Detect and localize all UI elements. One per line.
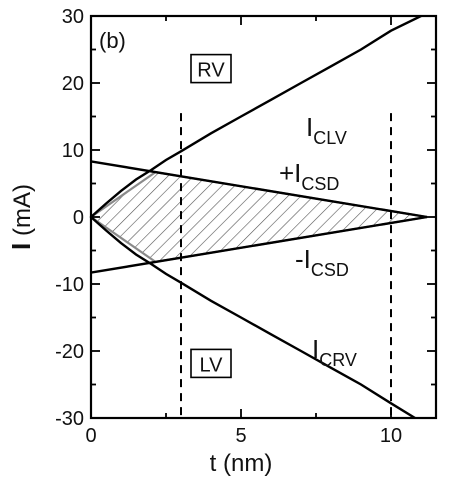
x-tick-label: 10 [380,425,402,447]
y-axis-title-unit: (mA) [9,184,36,243]
series-label-1: ICRV [312,334,357,370]
y-tick-label: -10 [55,274,84,296]
series-label-sub: CLV [313,128,347,148]
series-label-3: -ICSD [295,244,349,280]
series-line-1 [91,216,416,418]
region-box-0 [190,53,232,84]
series-line-0 [91,16,422,218]
region-label-0: RV [197,60,225,82]
y-axis-title: I (mA) [6,184,36,250]
series-label-main: +I [279,158,301,188]
y-tick-label: 20 [62,73,84,95]
series-label-main: I [312,334,319,364]
series-line-2 [91,160,428,219]
y-tick-label: -30 [55,408,84,430]
series-label-sub: CSD [311,260,349,280]
series-label-sub: CRV [319,350,357,370]
y-tick-label: 0 [73,207,84,229]
series-label-main: I [306,112,313,142]
panel-label: (b) [99,28,126,53]
stable-region [89,170,428,264]
series-line-3 [91,215,428,274]
series-label-main: -I [295,244,311,274]
y-axis-title-main: I [6,243,36,250]
series-label-0: ICLV [306,112,347,148]
region-label-1: LV [200,354,224,376]
x-tick-label: 5 [235,425,246,447]
x-axis-title: t (nm) [210,450,273,477]
series-label-2: +ICSD [279,158,339,194]
x-tick-label: 0 [85,425,96,447]
y-tick-label: 10 [62,140,84,162]
series-label-sub: CSD [301,174,339,194]
region-box-1 [190,348,232,379]
y-tick-label: 30 [62,6,84,28]
y-tick-label: -20 [55,341,84,363]
